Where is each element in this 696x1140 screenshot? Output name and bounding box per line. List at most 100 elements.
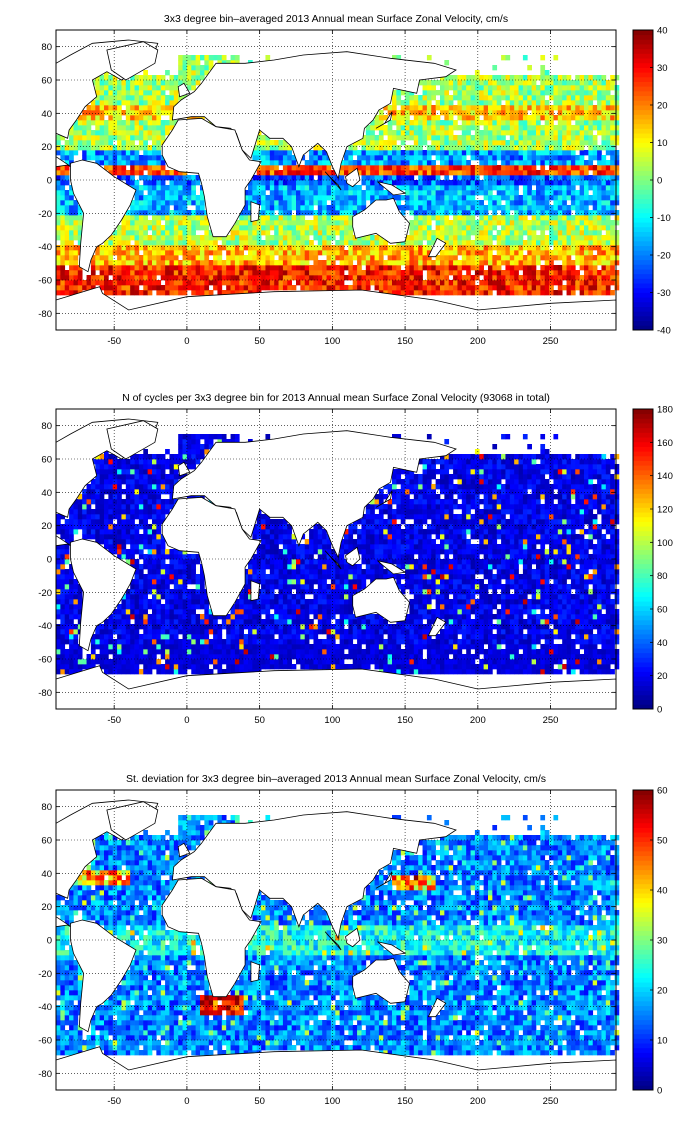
bin-cell bbox=[143, 85, 148, 91]
bin-cell bbox=[483, 155, 489, 161]
bin-cell bbox=[90, 529, 96, 535]
bin-cell bbox=[422, 260, 428, 266]
bin-cell bbox=[383, 195, 388, 201]
bin-cell bbox=[470, 185, 476, 191]
bin-cell bbox=[304, 255, 310, 261]
bin-cell bbox=[339, 250, 345, 256]
bin-cell bbox=[326, 190, 332, 196]
bin-cell bbox=[365, 165, 371, 171]
bin-cell bbox=[73, 504, 79, 510]
bin-cell bbox=[370, 195, 375, 201]
bin-cell bbox=[396, 185, 402, 191]
bin-cell bbox=[431, 115, 436, 121]
bin-cell bbox=[466, 180, 471, 186]
bin-cell bbox=[614, 125, 620, 131]
bin-cell bbox=[549, 210, 554, 216]
bin-cell bbox=[365, 175, 371, 181]
bin-cell bbox=[130, 75, 135, 81]
bin-cell bbox=[143, 624, 148, 630]
bin-cell bbox=[173, 175, 179, 181]
bin-cell bbox=[200, 240, 205, 246]
bin-cell bbox=[90, 479, 96, 485]
bin-cell bbox=[169, 115, 175, 121]
bin-cell bbox=[99, 489, 105, 495]
bin-cell bbox=[514, 165, 519, 171]
bin-cell bbox=[217, 280, 223, 286]
bin-cell bbox=[444, 265, 450, 271]
bin-cell bbox=[69, 594, 74, 600]
bin-cell bbox=[108, 135, 114, 141]
bin-cell bbox=[461, 275, 467, 281]
bin-cell bbox=[405, 165, 410, 171]
bin-cell bbox=[522, 165, 528, 171]
bin-cell bbox=[527, 220, 532, 226]
bin-cell bbox=[248, 215, 253, 221]
bin-cell bbox=[152, 120, 157, 126]
bin-cell bbox=[339, 170, 345, 176]
bin-cell bbox=[605, 145, 611, 151]
bin-cell bbox=[488, 75, 493, 81]
bin-cell bbox=[466, 250, 471, 256]
bin-cell bbox=[496, 165, 502, 171]
bin-cell bbox=[186, 250, 192, 256]
bin-cell bbox=[99, 285, 105, 291]
bin-cell bbox=[514, 270, 519, 276]
bin-cell bbox=[138, 110, 144, 116]
bin-cell bbox=[597, 225, 602, 231]
bin-cell bbox=[147, 260, 153, 266]
bin-cell bbox=[64, 569, 70, 575]
bin-cell bbox=[405, 270, 410, 276]
bin-cell bbox=[99, 90, 105, 96]
bin-cell bbox=[448, 125, 454, 131]
bin-cell bbox=[522, 145, 528, 151]
bin-cell bbox=[291, 260, 297, 266]
bin-cell bbox=[204, 250, 210, 256]
bin-cell bbox=[147, 110, 153, 116]
bin-cell bbox=[470, 240, 476, 246]
bin-cell bbox=[160, 80, 166, 86]
bin-cell bbox=[322, 240, 327, 246]
bin-cell bbox=[73, 664, 79, 670]
bin-cell bbox=[601, 260, 607, 266]
bin-cell bbox=[282, 195, 288, 201]
bin-cell bbox=[64, 165, 70, 171]
bin-cell bbox=[575, 230, 580, 236]
bin-cell bbox=[605, 275, 611, 281]
bin-cell bbox=[422, 80, 428, 86]
bin-cell bbox=[405, 100, 410, 106]
bin-cell bbox=[370, 255, 375, 261]
bin-cell bbox=[588, 110, 594, 116]
bin-cell bbox=[584, 210, 589, 216]
bin-cell bbox=[536, 250, 541, 256]
bin-cell bbox=[117, 280, 122, 286]
bin-cell bbox=[195, 55, 201, 61]
bin-cell bbox=[296, 255, 301, 261]
bin-cell bbox=[169, 85, 175, 91]
bin-cell bbox=[383, 240, 388, 246]
bin-cell bbox=[392, 165, 397, 171]
bin-cell bbox=[309, 240, 314, 246]
bin-cell bbox=[483, 275, 489, 281]
bin-cell bbox=[501, 120, 506, 126]
bin-cell bbox=[309, 280, 314, 286]
bin-cell bbox=[60, 574, 66, 580]
bin-cell bbox=[522, 240, 528, 246]
bin-cell bbox=[614, 155, 620, 161]
bin-cell bbox=[86, 494, 92, 500]
bin-cell bbox=[191, 230, 196, 236]
bin-cell bbox=[518, 160, 524, 166]
bin-cell bbox=[108, 624, 114, 630]
bin-cell bbox=[422, 105, 428, 111]
bin-cell bbox=[435, 225, 441, 231]
bin-cell bbox=[488, 170, 493, 176]
bin-cell bbox=[104, 145, 109, 151]
bin-cell bbox=[501, 280, 506, 286]
bin-cell bbox=[409, 235, 415, 241]
bin-cell bbox=[579, 195, 585, 201]
bin-cell bbox=[104, 484, 109, 490]
bin-cell bbox=[597, 230, 602, 236]
bin-cell bbox=[64, 160, 70, 166]
bin-cell bbox=[77, 145, 83, 151]
bin-cell bbox=[60, 255, 66, 261]
bin-cell bbox=[597, 150, 602, 156]
